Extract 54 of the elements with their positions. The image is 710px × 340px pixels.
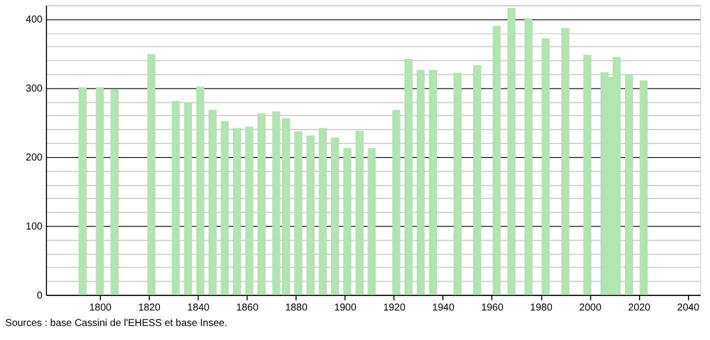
x-tick-label: 1980	[530, 302, 553, 314]
bar	[404, 59, 412, 295]
source-note: Sources : base Cassini de l'EHESS et base Insee.	[5, 318, 228, 329]
bar	[331, 138, 339, 295]
y-tick-label: 400	[26, 14, 43, 26]
bar	[429, 70, 437, 295]
x-tick-label: 1860	[236, 302, 259, 314]
bar	[282, 118, 290, 295]
x-tick-label: 1820	[138, 302, 161, 314]
x-tick-label: 1900	[334, 302, 357, 314]
x-tick-label: 1960	[481, 302, 504, 314]
bar	[172, 101, 180, 295]
bar	[624, 74, 633, 295]
x-tick-label: 1940	[432, 302, 455, 314]
x-tick-label: 2020	[628, 302, 651, 314]
bar	[258, 113, 266, 295]
x-tick-label: 2000	[579, 302, 602, 314]
x-tick-label: 1840	[187, 302, 210, 314]
bar	[272, 111, 280, 295]
x-tick-label: 1920	[383, 302, 406, 314]
bar	[96, 87, 104, 295]
x-tick-label: 1800	[89, 302, 112, 314]
x-tick-label: 2040	[677, 302, 700, 314]
bar	[561, 28, 570, 295]
bar	[583, 54, 592, 295]
bar	[220, 121, 229, 295]
bar	[196, 86, 204, 295]
y-tick-label: 300	[26, 83, 43, 94]
y-tick-label: 200	[26, 152, 43, 164]
bar	[524, 18, 533, 295]
bar	[184, 102, 192, 295]
bar	[233, 128, 242, 295]
bar	[473, 65, 482, 295]
bar	[147, 54, 156, 295]
bar	[343, 148, 352, 295]
bar	[392, 110, 400, 295]
bar	[368, 148, 376, 295]
bar	[110, 89, 119, 295]
x-tick-label: 1880	[285, 302, 308, 314]
bar	[492, 26, 501, 295]
bar	[306, 136, 314, 295]
bar	[542, 38, 550, 295]
bar	[245, 126, 254, 295]
bar	[318, 128, 327, 295]
bar	[640, 80, 648, 295]
bar	[208, 110, 217, 295]
bar	[453, 72, 462, 295]
bar	[356, 130, 364, 295]
y-tick-label: 0	[36, 290, 43, 302]
bar	[416, 70, 425, 295]
y-tick-label: 100	[26, 221, 43, 232]
bar	[507, 8, 516, 295]
bar	[294, 131, 302, 295]
bar	[78, 87, 87, 295]
